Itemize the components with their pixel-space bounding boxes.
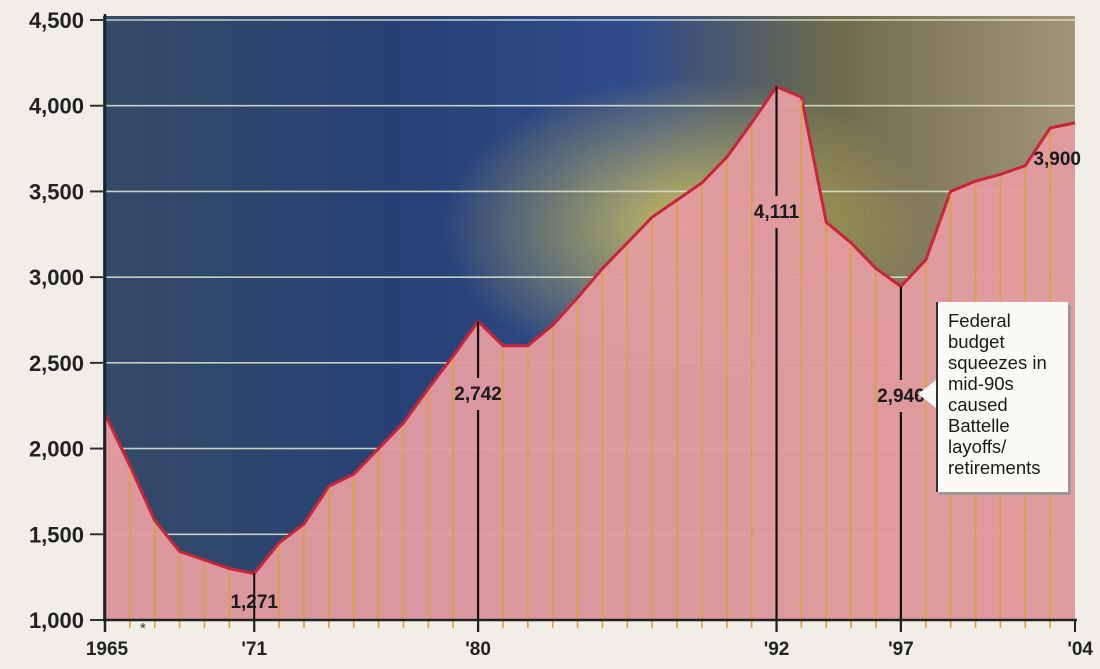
x-tick-label: '97 bbox=[888, 639, 914, 660]
y-tick-label: 1,500 bbox=[29, 522, 84, 547]
y-tick-label: 2,000 bbox=[29, 437, 84, 462]
y-tick-label: 4,500 bbox=[29, 8, 84, 33]
y-tick-label: 3,500 bbox=[29, 179, 84, 204]
data-label: 1,271 bbox=[230, 592, 278, 613]
data-label: 2,742 bbox=[454, 384, 502, 405]
x-tick-label: '71 bbox=[241, 639, 267, 660]
area-fill bbox=[105, 86, 1075, 620]
annotation-pointer bbox=[918, 380, 936, 408]
y-tick-label: 2,500 bbox=[29, 351, 84, 376]
annotation-text: Federal budget squeezes in mid-90s cause… bbox=[948, 310, 1047, 478]
y-tick-label: 1,000 bbox=[29, 608, 84, 633]
y-tick-label: 3,000 bbox=[29, 265, 84, 290]
data-label: 2,946 bbox=[877, 386, 925, 407]
labels: 1,000 1,500 2,000 2,500 3,000 3,500 4,000 4,500… bbox=[29, 8, 1093, 660]
footnote-mark: * bbox=[140, 620, 146, 637]
x-tick-label: 1965 bbox=[86, 639, 129, 660]
x-tick-label: '04 bbox=[1067, 639, 1093, 660]
axes bbox=[103, 14, 1077, 632]
data-label: 4,111 bbox=[754, 202, 800, 223]
series-line bbox=[103, 84, 1076, 576]
x-tick-label: '80 bbox=[465, 639, 491, 660]
annotation-callout: Federal budget squeezes in mid-90s cause… bbox=[936, 302, 1068, 492]
data-label: 3,900 bbox=[1033, 149, 1081, 170]
data-area bbox=[103, 84, 1076, 620]
y-tick-label: 4,000 bbox=[29, 94, 84, 119]
x-tick-label: '92 bbox=[764, 639, 790, 660]
